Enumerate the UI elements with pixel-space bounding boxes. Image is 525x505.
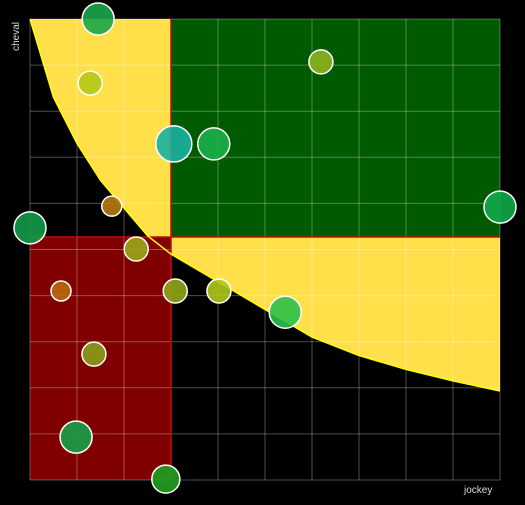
y-axis-label: cheval [11, 22, 22, 51]
bubble [268, 295, 302, 329]
bubble [13, 211, 47, 245]
bubble [123, 236, 149, 262]
high-quadrant [171, 19, 500, 238]
bubble [81, 341, 107, 367]
bubble [206, 278, 232, 304]
bubble [50, 280, 72, 302]
bubble [151, 464, 181, 494]
zone-curve [29, 18, 501, 392]
bubble [77, 70, 103, 96]
bubble [483, 190, 517, 224]
bubble [155, 125, 193, 163]
bubble [197, 127, 231, 161]
bubble [101, 195, 123, 217]
bubble [81, 2, 115, 36]
bubble [162, 278, 188, 304]
x-axis-label: jockey [463, 485, 492, 496]
bubble [308, 49, 334, 75]
bubble [59, 420, 93, 454]
